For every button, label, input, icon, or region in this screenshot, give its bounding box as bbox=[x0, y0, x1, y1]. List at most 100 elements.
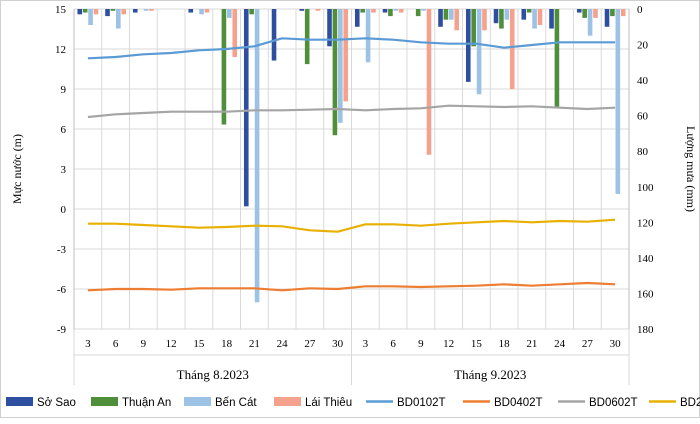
x-tick-label: 27 bbox=[582, 338, 594, 350]
rain-bar bbox=[88, 9, 93, 25]
rain-bar bbox=[593, 9, 598, 18]
y-left-tick-label: 9 bbox=[61, 84, 67, 96]
legend-swatch bbox=[184, 397, 211, 406]
rain-bar bbox=[426, 9, 432, 155]
rain-bar bbox=[116, 9, 121, 29]
y-axis-left-label: Mực nước (m) bbox=[10, 134, 24, 204]
x-tick-label: 12 bbox=[166, 338, 177, 350]
x-tick-label: 3 bbox=[363, 338, 369, 350]
rain-bar bbox=[232, 9, 238, 57]
rain-bar bbox=[121, 9, 127, 15]
rain-bar bbox=[615, 9, 621, 194]
rain-bar bbox=[110, 9, 116, 11]
rain-bar bbox=[549, 9, 554, 29]
rain-bar bbox=[393, 9, 399, 11]
y-left-tick-label: -9 bbox=[57, 324, 67, 336]
rain-bar bbox=[338, 9, 343, 123]
x-tick-label: 30 bbox=[332, 338, 344, 350]
rain-bar bbox=[327, 9, 332, 47]
rain-bar bbox=[105, 9, 110, 17]
rain-bar bbox=[254, 9, 260, 303]
rain-bar bbox=[221, 9, 227, 125]
legend-label: BD2002T bbox=[680, 397, 700, 409]
x-tick-label: 9 bbox=[141, 338, 147, 350]
rain-bar bbox=[454, 9, 460, 31]
rain-bar bbox=[509, 9, 515, 89]
month-label: Tháng 8.2023 bbox=[177, 367, 249, 382]
rain-bar bbox=[482, 9, 487, 31]
water-level-line bbox=[87, 37, 616, 60]
y-right-tick-label: 100 bbox=[637, 182, 654, 194]
legend-swatch bbox=[274, 397, 301, 406]
y-left-tick-label: -3 bbox=[57, 244, 67, 256]
rain-bar bbox=[365, 9, 371, 63]
legend-swatch bbox=[6, 397, 33, 406]
rain-bar bbox=[465, 9, 471, 82]
x-tick-label: 15 bbox=[471, 338, 483, 350]
rain-bar bbox=[343, 9, 349, 102]
x-tick-label: 27 bbox=[304, 338, 316, 350]
y-right-tick-label: 180 bbox=[637, 324, 654, 336]
rain-bar bbox=[188, 9, 194, 13]
rain-bar bbox=[299, 9, 305, 11]
rain-bar bbox=[143, 9, 149, 11]
y-left-tick-label: 0 bbox=[61, 204, 67, 216]
gridlines bbox=[73, 8, 630, 330]
rain-bar bbox=[532, 9, 537, 29]
month-labels: Tháng 8.2023 Tháng 9.2023 bbox=[177, 367, 527, 382]
rain-bar bbox=[204, 9, 210, 13]
rain-bar bbox=[149, 9, 154, 11]
rain-bar bbox=[610, 9, 615, 17]
legend-label: BD0602T bbox=[589, 397, 638, 409]
rain-bar bbox=[443, 9, 449, 20]
legend-label: Lái Thiêu bbox=[305, 397, 352, 409]
legend-label: BD0102T bbox=[397, 397, 446, 409]
rain-bar bbox=[504, 9, 510, 20]
rain-bar bbox=[421, 9, 426, 11]
x-tick-label: 6 bbox=[113, 338, 119, 350]
y-axis-right-label: Lượng mưa (mm) bbox=[684, 126, 698, 212]
y-right-tick-label: 140 bbox=[637, 253, 654, 265]
x-tick-label: 30 bbox=[610, 338, 622, 350]
y-right-tick-label: 0 bbox=[637, 4, 643, 16]
x-tick-label: 21 bbox=[249, 338, 260, 350]
rain-bar bbox=[304, 9, 310, 65]
rain-bar bbox=[227, 9, 232, 18]
rain-bar bbox=[243, 9, 249, 207]
y-left-tick-label: -6 bbox=[57, 284, 67, 296]
rain-bar bbox=[249, 9, 254, 15]
legend-label: Sở Sao bbox=[37, 397, 76, 409]
rain-bar bbox=[82, 9, 88, 13]
rain-bar bbox=[132, 9, 138, 13]
x-tick-label: 18 bbox=[221, 338, 233, 350]
rain-bar bbox=[526, 9, 532, 13]
water-level-line bbox=[87, 218, 616, 233]
x-tick-label: 9 bbox=[418, 338, 424, 350]
y-left-tick-label: 3 bbox=[61, 164, 67, 176]
rain-bar bbox=[620, 9, 626, 17]
legend-swatch bbox=[91, 397, 118, 406]
water-level-line bbox=[87, 281, 616, 292]
x-tick-label: 15 bbox=[193, 338, 205, 350]
y-right-tick-label: 40 bbox=[637, 75, 649, 87]
rain-bar bbox=[398, 9, 404, 13]
y-left-tick-label: 12 bbox=[55, 44, 66, 56]
rainfall-bars bbox=[77, 9, 626, 303]
rain-bar bbox=[93, 9, 99, 15]
y-right-tick-label: 160 bbox=[637, 288, 654, 300]
rain-bar bbox=[476, 9, 482, 95]
legend: Sở Sao Thuận An Bến Cát Lái Thiêu BD0102T BD0… bbox=[6, 397, 700, 409]
rain-bar bbox=[199, 9, 204, 15]
rain-bar bbox=[576, 9, 582, 13]
rain-bar bbox=[315, 9, 321, 11]
legend-label: BD0402T bbox=[494, 397, 543, 409]
rain-bar bbox=[415, 9, 421, 17]
legend-label: Bến Cát bbox=[215, 397, 257, 409]
rain-bar bbox=[499, 9, 504, 29]
y-right-tick-label: 60 bbox=[637, 111, 649, 123]
x-tick-label: 21 bbox=[526, 338, 537, 350]
rain-bar bbox=[587, 9, 593, 36]
rain-bar bbox=[521, 9, 527, 20]
